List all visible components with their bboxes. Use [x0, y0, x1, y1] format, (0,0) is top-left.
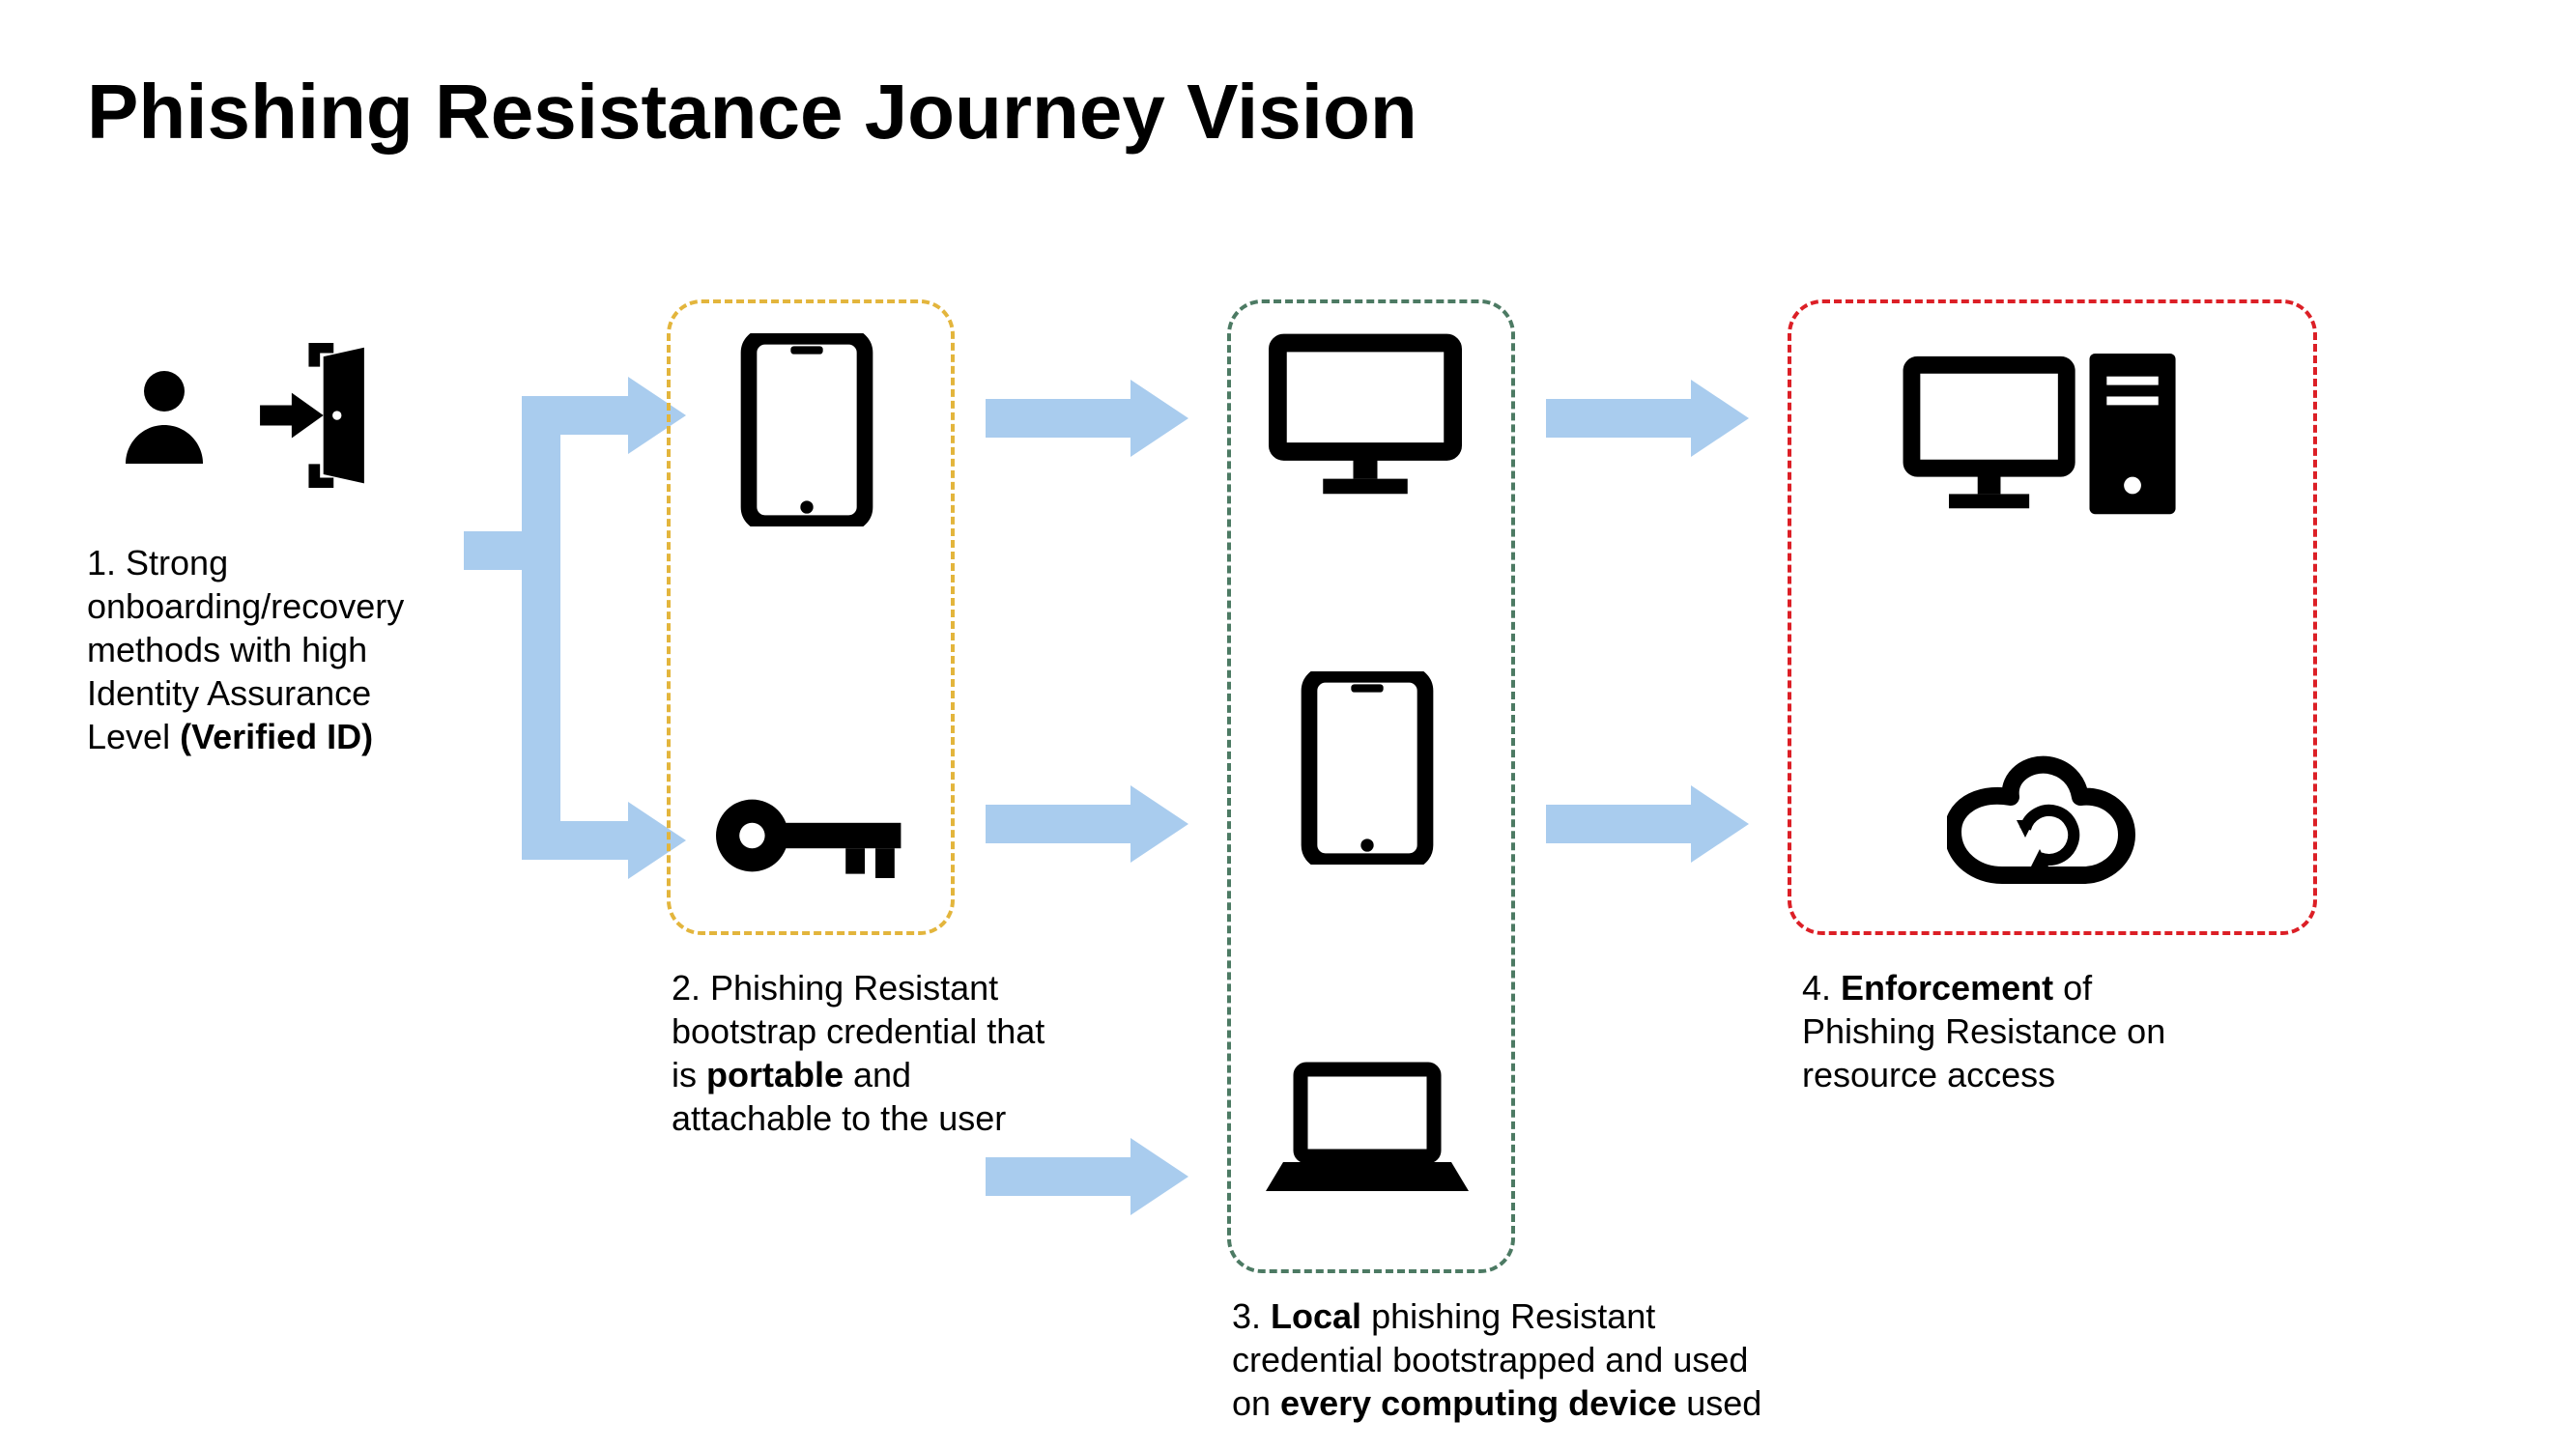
caption-step3-a: 3. [1232, 1296, 1271, 1336]
caption-step3: 3. Local phishing Resistant credential b… [1232, 1294, 1783, 1425]
smartphone-icon [739, 333, 874, 526]
person-icon [106, 357, 222, 473]
arrow-2-to-3-top [986, 380, 1188, 457]
slide: Phishing Resistance Journey Vision 1. St… [0, 0, 2576, 1449]
arrow-3-to-4-top [1546, 380, 1749, 457]
smartphone-icon-2 [1300, 671, 1435, 865]
desktop-pc-icon [1899, 348, 2189, 531]
caption-step3-b: Local [1271, 1296, 1361, 1336]
key-icon [705, 782, 918, 889]
fork-arrow [464, 377, 686, 879]
caption-step4: 4. Enforcement of Phishing Resistance on… [1802, 966, 2218, 1096]
caption-step4-a: 4. [1802, 968, 1841, 1008]
caption-step2-b: portable [706, 1055, 844, 1094]
caption-step1: 1. Strong onboarding/recovery methods wi… [87, 541, 444, 758]
arrow-3-to-4-bottom [1546, 785, 1749, 863]
caption-step3-e: used [1676, 1383, 1761, 1423]
caption-step4-b: Enforcement [1841, 968, 2053, 1008]
caption-step3-d: every computing device [1280, 1383, 1676, 1423]
laptop-icon [1266, 1058, 1469, 1203]
caption-step1-bold: (Verified ID) [180, 717, 373, 756]
cloud-sync-icon [1947, 753, 2150, 898]
caption-step2: 2. Phishing Resistant bootstrap credenti… [672, 966, 1058, 1140]
arrow-2-to-3-bottom [986, 785, 1188, 863]
arrow-caption2-to-3 [986, 1138, 1188, 1215]
monitor-icon [1269, 333, 1462, 497]
page-title: Phishing Resistance Journey Vision [87, 68, 1417, 156]
login-door-icon [246, 343, 391, 488]
